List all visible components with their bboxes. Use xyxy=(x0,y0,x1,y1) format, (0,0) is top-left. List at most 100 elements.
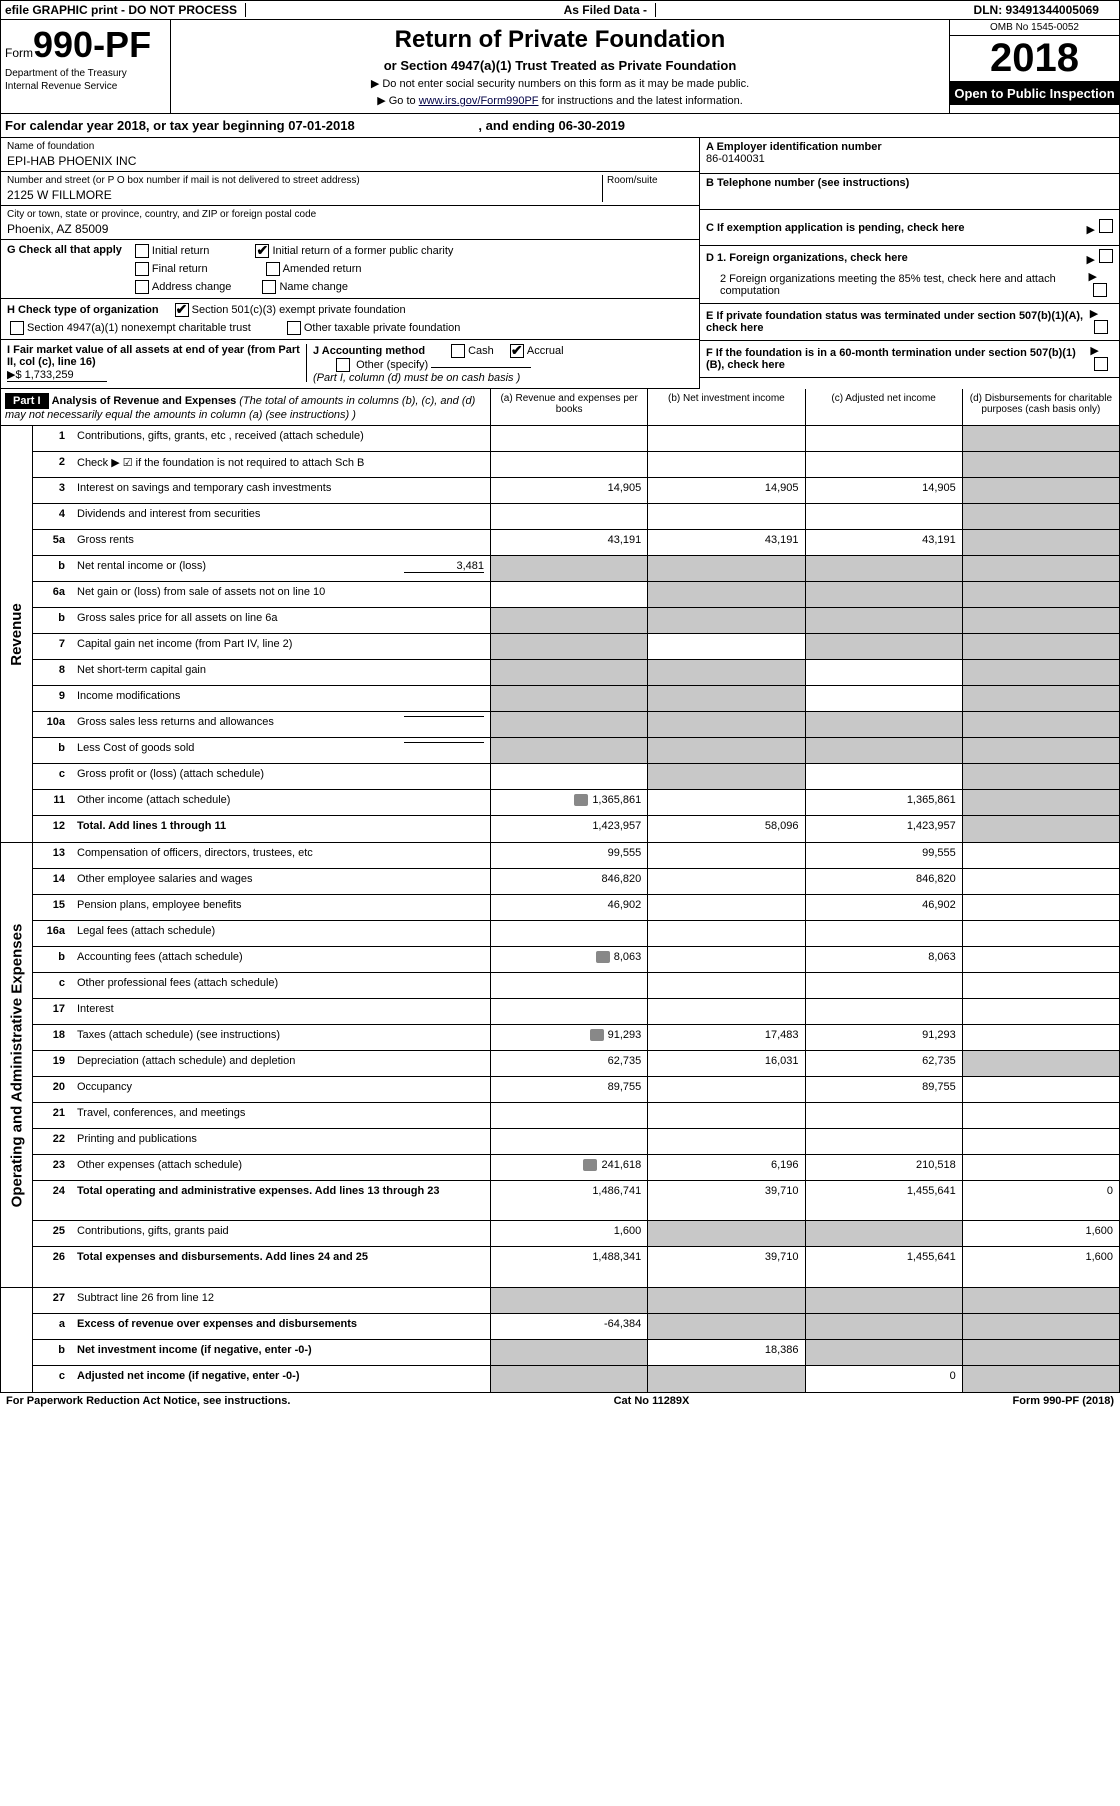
cell-a xyxy=(491,634,648,659)
cell-a xyxy=(491,738,648,763)
cell-shaded xyxy=(963,1051,1119,1076)
cell xyxy=(648,1103,805,1128)
cell xyxy=(648,1077,805,1102)
cell-shaded xyxy=(963,452,1119,477)
cell-shaded xyxy=(963,816,1119,842)
table-row: 2Check ▶ ☑ if the foundation is not requ… xyxy=(33,452,1119,478)
chk-4947[interactable] xyxy=(10,321,24,335)
chk-amended[interactable] xyxy=(266,262,280,276)
cell xyxy=(648,973,805,998)
attachment-icon[interactable] xyxy=(574,794,588,806)
chk-d2[interactable] xyxy=(1093,283,1107,297)
room-label: Room/suite xyxy=(607,175,693,186)
chk-address-change[interactable] xyxy=(135,280,149,294)
row-num: 3 xyxy=(33,478,71,503)
expense-rows: 13Compensation of officers, directors, t… xyxy=(33,843,1119,1287)
cell-a xyxy=(491,999,648,1024)
cal-begin: For calendar year 2018, or tax year begi… xyxy=(5,118,355,133)
cell-a: -64,384 xyxy=(491,1314,648,1339)
chk-cash[interactable] xyxy=(451,344,465,358)
attachment-icon[interactable] xyxy=(590,1029,604,1041)
cell xyxy=(648,634,805,659)
cell: 46,902 xyxy=(806,895,963,920)
row-desc: Gross sales less returns and allowances xyxy=(71,712,491,737)
chk-name-change[interactable] xyxy=(262,280,276,294)
addr-cell: Number and street (or P O box number if … xyxy=(1,172,699,206)
chk-e[interactable] xyxy=(1094,320,1108,334)
row-num: c xyxy=(33,1366,71,1392)
chk-f[interactable] xyxy=(1094,357,1108,371)
row-desc: Gross profit or (loss) (attach schedule) xyxy=(71,764,491,789)
omb-number: OMB No 1545-0052 xyxy=(950,20,1119,36)
row-num: 21 xyxy=(33,1103,71,1128)
form-subtitle: or Section 4947(a)(1) Trust Treated as P… xyxy=(177,58,943,73)
section-i-j: I Fair market value of all assets at end… xyxy=(1,340,699,389)
bottom-side xyxy=(1,1288,33,1392)
cell-shaded xyxy=(963,738,1119,763)
row-num: a xyxy=(33,1314,71,1339)
table-row: 8Net short-term capital gain xyxy=(33,660,1119,686)
chk-other-taxable[interactable] xyxy=(287,321,301,335)
table-row: 24Total operating and administrative exp… xyxy=(33,1181,1119,1221)
foundation-name: EPI-HAB PHOENIX INC xyxy=(7,152,693,168)
chk-501c3[interactable] xyxy=(175,303,189,317)
row-desc: Taxes (attach schedule) (see instruction… xyxy=(71,1025,491,1050)
row-desc: Other professional fees (attach schedule… xyxy=(71,973,491,998)
chk-accrual[interactable] xyxy=(510,344,524,358)
instr-1: ▶ Do not enter social security numbers o… xyxy=(177,77,943,90)
row-desc: Total expenses and disbursements. Add li… xyxy=(71,1247,491,1287)
chk-initial-former[interactable] xyxy=(255,244,269,258)
cell xyxy=(648,426,805,451)
cell-a xyxy=(491,973,648,998)
info-grid: Name of foundation EPI-HAB PHOENIX INC N… xyxy=(0,138,1120,389)
footer-left: For Paperwork Reduction Act Notice, see … xyxy=(6,1395,290,1407)
table-row: bNet rental income or (loss) 3,481 xyxy=(33,556,1119,582)
attachment-icon[interactable] xyxy=(596,951,610,963)
dln: DLN: 93491344005069 xyxy=(974,3,1107,17)
table-row: 27Subtract line 26 from line 12 xyxy=(33,1288,1119,1314)
cell xyxy=(806,999,963,1024)
chk-other-method[interactable] xyxy=(336,358,350,372)
chk-c[interactable] xyxy=(1099,219,1113,233)
cell xyxy=(806,973,963,998)
cell: 17,483 xyxy=(648,1025,805,1050)
cell xyxy=(963,973,1119,998)
cell-a xyxy=(491,1366,648,1392)
cell: 1,455,641 xyxy=(806,1247,963,1287)
cell-a: 846,820 xyxy=(491,869,648,894)
city-cell: City or town, state or province, country… xyxy=(1,206,699,240)
cell-shaded xyxy=(963,556,1119,581)
cell-a: 89,755 xyxy=(491,1077,648,1102)
f-label: F If the foundation is in a 60-month ter… xyxy=(706,347,1090,371)
cell-shaded xyxy=(806,1340,963,1365)
cell xyxy=(648,843,805,868)
chk-final[interactable] xyxy=(135,262,149,276)
irs-link[interactable]: www.irs.gov/Form990PF xyxy=(419,95,539,107)
col-c-head: (c) Adjusted net income xyxy=(806,389,963,425)
row-desc: Accounting fees (attach schedule) xyxy=(71,947,491,972)
opt-other: Other (specify) xyxy=(356,359,428,371)
cell-a: 241,618 xyxy=(491,1155,648,1180)
cell-shaded xyxy=(963,582,1119,607)
cell-a xyxy=(491,504,648,529)
g-label: G Check all that apply xyxy=(7,244,122,256)
cell xyxy=(963,1077,1119,1102)
opt-4947: Section 4947(a)(1) nonexempt charitable … xyxy=(27,322,251,334)
cell xyxy=(963,921,1119,946)
cell-a: 46,902 xyxy=(491,895,648,920)
footer-right: Form 990-PF (2018) xyxy=(1013,1395,1114,1407)
cal-end: , and ending 06-30-2019 xyxy=(478,118,625,133)
row-num: 10a xyxy=(33,712,71,737)
cell: 8,063 xyxy=(806,947,963,972)
cell xyxy=(648,1129,805,1154)
row-desc: Total operating and administrative expen… xyxy=(71,1181,491,1220)
table-row: 14Other employee salaries and wages846,8… xyxy=(33,869,1119,895)
attachment-icon[interactable] xyxy=(583,1159,597,1171)
bottom-rows: 27Subtract line 26 from line 12aExcess o… xyxy=(33,1288,1119,1392)
name-label: Name of foundation xyxy=(7,141,693,152)
revenue-label: Revenue xyxy=(8,603,25,666)
chk-d1[interactable] xyxy=(1099,249,1113,263)
cell-shaded xyxy=(806,1314,963,1339)
chk-initial-return[interactable] xyxy=(135,244,149,258)
opt-amended: Amended return xyxy=(283,263,362,275)
